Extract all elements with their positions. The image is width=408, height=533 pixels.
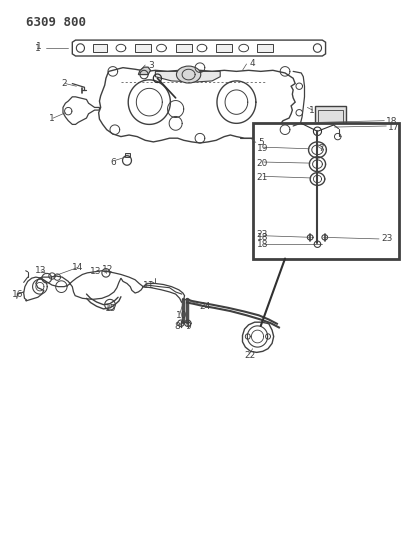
Text: 17: 17 — [388, 123, 400, 132]
Text: 1: 1 — [49, 114, 55, 123]
Text: 16: 16 — [11, 289, 23, 298]
Text: 11: 11 — [143, 280, 155, 289]
Text: 18: 18 — [257, 233, 268, 242]
Bar — [124, 153, 130, 157]
Bar — [175, 44, 192, 52]
Polygon shape — [155, 71, 220, 82]
Text: 20: 20 — [257, 159, 268, 167]
Ellipse shape — [176, 66, 201, 83]
Text: 13: 13 — [35, 266, 46, 275]
Text: 15: 15 — [105, 304, 116, 313]
Text: 12: 12 — [102, 265, 113, 273]
Polygon shape — [99, 68, 295, 143]
Text: 19: 19 — [257, 144, 268, 153]
Polygon shape — [24, 271, 184, 303]
Polygon shape — [242, 322, 274, 352]
Text: 8: 8 — [174, 322, 180, 331]
Text: 22: 22 — [244, 351, 256, 360]
Text: 1: 1 — [35, 44, 41, 53]
Polygon shape — [63, 97, 100, 124]
Text: 24: 24 — [199, 302, 211, 311]
Text: 10: 10 — [175, 311, 187, 320]
Bar — [135, 44, 151, 52]
Text: 6: 6 — [111, 158, 117, 166]
Text: 7: 7 — [318, 144, 324, 154]
Text: 13: 13 — [90, 268, 101, 276]
Text: 6309 800: 6309 800 — [26, 16, 86, 29]
Text: 9: 9 — [186, 322, 191, 331]
Polygon shape — [138, 67, 151, 75]
Text: 5: 5 — [259, 138, 264, 147]
Text: 14: 14 — [72, 263, 84, 272]
Text: 23: 23 — [381, 235, 393, 244]
Bar — [93, 44, 107, 52]
Text: 2: 2 — [61, 78, 67, 87]
Bar — [318, 110, 343, 142]
Bar — [216, 44, 233, 52]
Text: 23: 23 — [257, 230, 268, 239]
Text: 4: 4 — [249, 60, 255, 68]
Bar — [315, 106, 346, 146]
Text: 18: 18 — [257, 240, 268, 249]
Text: 21: 21 — [257, 173, 268, 182]
Bar — [253, 123, 399, 259]
Text: 1: 1 — [36, 43, 42, 52]
Text: 18: 18 — [386, 117, 398, 126]
Polygon shape — [72, 40, 326, 56]
Bar — [257, 44, 273, 52]
Text: 3: 3 — [148, 61, 154, 69]
Text: 1: 1 — [309, 106, 315, 115]
